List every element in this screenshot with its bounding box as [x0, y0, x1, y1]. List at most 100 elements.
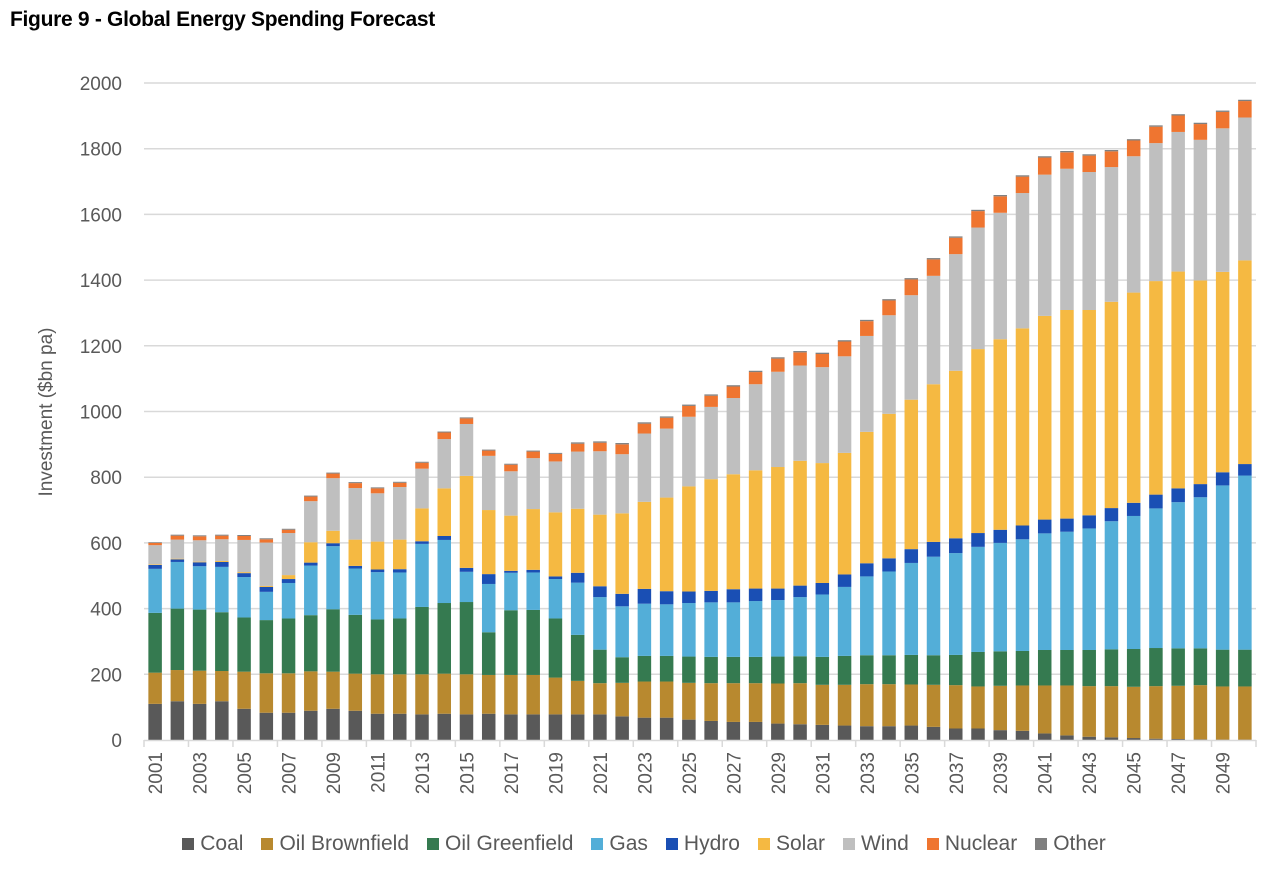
bar-segment-solar: [192, 561, 207, 563]
bar-segment-other: [281, 528, 296, 530]
bar-segment-gas: [281, 582, 296, 619]
bar-stack-2034: [882, 299, 896, 740]
bar-segment-gas: [926, 556, 941, 656]
bar-segment-solar: [949, 370, 963, 539]
bar-segment-coal: [704, 720, 718, 740]
bar-segment-coal: [1082, 736, 1096, 740]
bar-segment-coal: [593, 714, 607, 740]
bar-segment-wind: [504, 471, 518, 516]
bar-segment-nuclear: [949, 237, 963, 255]
bar-segment-gas: [192, 566, 207, 610]
bar-segment-oil-greenfield: [860, 655, 874, 685]
x-tick-label: 2043: [1080, 752, 1101, 794]
y-tick-label: 0: [111, 731, 122, 752]
bar-segment-nuclear: [170, 535, 185, 540]
bar-segment-gas: [259, 591, 274, 621]
bar-stack-2018: [526, 450, 540, 740]
bar-segment-wind: [237, 539, 251, 573]
bar-segment-other: [1082, 154, 1096, 156]
y-tick-label: 1800: [80, 140, 122, 161]
bar-segment-oil-greenfield: [504, 610, 518, 675]
bar-segment-solar: [281, 575, 296, 580]
bar-segment-nuclear: [726, 386, 741, 399]
x-tick-label: 2021: [591, 752, 612, 794]
bar-segment-wind: [1104, 167, 1119, 302]
bar-stack-2021: [593, 441, 607, 740]
bar-segment-solar: [748, 470, 763, 589]
bar-segment-nuclear: [348, 483, 363, 489]
bar-segment-other: [1215, 110, 1230, 112]
bar-segment-gas: [837, 586, 852, 656]
bar-segment-hydro: [393, 569, 407, 573]
bar-stack-2030: [793, 351, 807, 740]
bar-segment-wind: [659, 428, 674, 498]
bar-segment-coal: [393, 713, 407, 740]
bar-segment-nuclear: [1193, 124, 1208, 140]
bar-stack-2006: [259, 538, 274, 740]
bar-segment-oil-greenfield: [437, 603, 451, 674]
bar-segment-coal: [548, 714, 563, 740]
bar-segment-solar: [259, 585, 274, 587]
legend-label: Hydro: [683, 832, 740, 855]
bar-segment-other: [949, 236, 963, 238]
x-tick-label: 2035: [902, 752, 923, 794]
x-tick-label: 2009: [324, 752, 345, 794]
bar-segment-other: [570, 442, 585, 444]
bar-segment-wind: [1238, 117, 1252, 261]
bar-segment-gas: [704, 602, 718, 657]
bar-segment-gas: [1149, 508, 1163, 649]
bar-segment-oil-brownfield: [215, 671, 229, 702]
bar-segment-coal: [192, 703, 207, 740]
bar-segment-hydro: [615, 593, 629, 607]
bar-segment-oil-brownfield: [148, 672, 162, 704]
bar-segment-oil-brownfield: [682, 682, 696, 720]
bar-segment-gas: [882, 571, 896, 656]
bar-segment-oil-greenfield: [1037, 649, 1052, 686]
bar-segment-solar: [326, 530, 340, 544]
x-tick-label: 2031: [813, 752, 834, 794]
bar-segment-oil-greenfield: [659, 655, 674, 682]
bar-segment-oil-greenfield: [815, 656, 830, 685]
bar-segment-coal: [793, 724, 807, 740]
bar-stack-2004: [215, 534, 229, 740]
bar-segment-oil-brownfield: [637, 681, 652, 718]
bar-segment-hydro: [504, 570, 518, 573]
bar-segment-coal: [993, 730, 1007, 740]
bar-segment-nuclear: [593, 442, 607, 452]
chart-title: Figure 9 - Global Energy Spending Foreca…: [10, 8, 435, 31]
bar-segment-hydro: [215, 561, 229, 567]
bar-stack-2026: [704, 394, 718, 740]
bar-segment-oil-brownfield: [993, 685, 1007, 731]
bar-segment-hydro: [971, 533, 985, 547]
bar-segment-oil-brownfield: [726, 683, 741, 722]
bar-segment-solar: [393, 539, 407, 570]
bar-segment-nuclear: [659, 417, 674, 429]
bar-segment-solar: [882, 413, 896, 559]
legend-swatch: [261, 838, 274, 850]
bar-segment-solar: [704, 479, 718, 591]
bar-segment-solar: [771, 467, 785, 589]
bar-segment-wind: [593, 451, 607, 515]
bar-segment-oil-brownfield: [926, 684, 941, 727]
bar-segment-oil-greenfield: [393, 618, 407, 675]
bar-stack-2015: [459, 417, 474, 740]
bar-segment-oil-brownfield: [860, 684, 874, 727]
bar-segment-nuclear: [1037, 157, 1052, 175]
bar-segment-wind: [1037, 174, 1052, 316]
bar-segment-oil-brownfield: [437, 673, 451, 714]
bar-segment-hydro: [237, 573, 251, 578]
bar-stack-2024: [659, 416, 674, 740]
x-tick-label: 2001: [146, 752, 167, 794]
bar-segment-nuclear: [1171, 115, 1185, 132]
bar-segment-gas: [793, 597, 807, 657]
bar-segment-hydro: [259, 586, 274, 592]
bar-segment-oil-brownfield: [748, 683, 763, 722]
bar-segment-wind: [704, 406, 718, 480]
bar-segment-oil-greenfield: [570, 634, 585, 681]
bar-segment-other: [370, 487, 385, 489]
bar-segment-nuclear: [748, 372, 763, 385]
bar-stack-2003: [192, 535, 207, 740]
bar-segment-solar: [682, 486, 696, 592]
bar-segment-solar: [1149, 281, 1163, 495]
bar-segment-other: [504, 463, 518, 465]
